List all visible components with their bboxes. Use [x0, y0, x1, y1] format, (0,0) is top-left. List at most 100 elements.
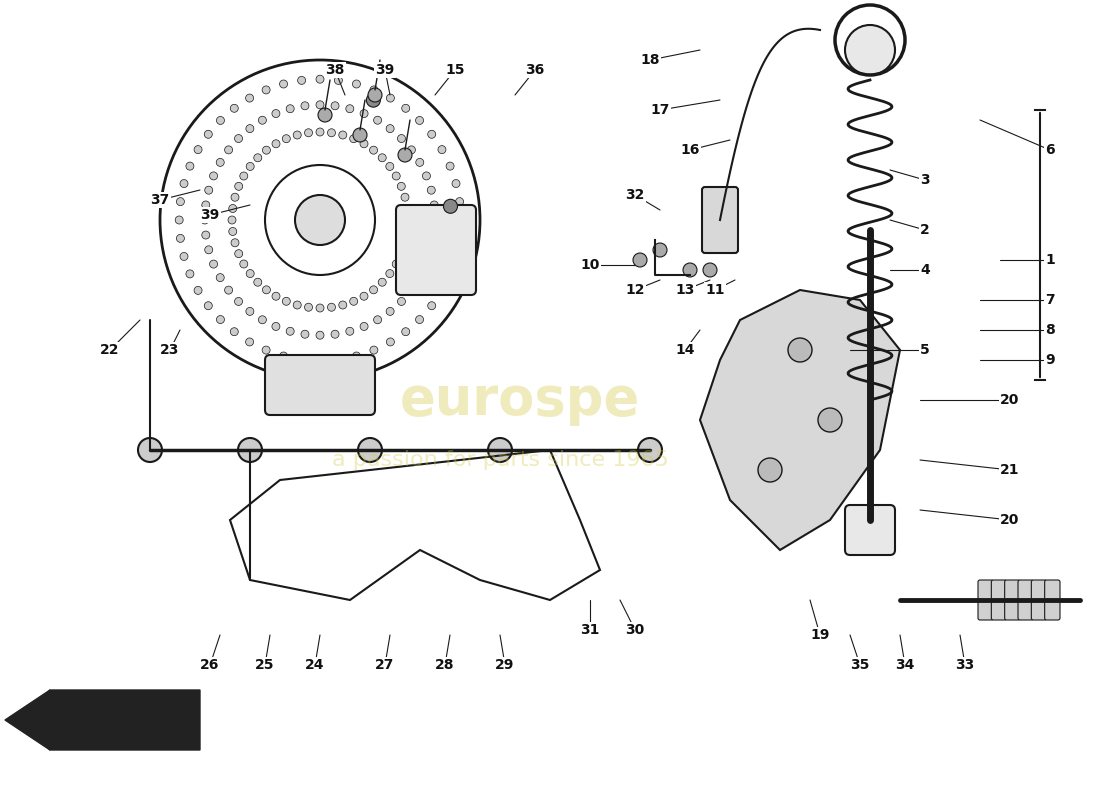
FancyBboxPatch shape	[1004, 580, 1020, 620]
Circle shape	[407, 286, 416, 294]
Circle shape	[283, 298, 290, 306]
Circle shape	[386, 307, 394, 315]
Text: 18: 18	[640, 53, 660, 67]
Text: 26: 26	[200, 658, 220, 672]
Circle shape	[443, 199, 458, 214]
Circle shape	[305, 303, 312, 311]
Circle shape	[339, 301, 346, 309]
Text: 7: 7	[1045, 293, 1055, 307]
Circle shape	[653, 243, 667, 257]
Circle shape	[350, 134, 358, 142]
Circle shape	[316, 75, 324, 83]
FancyBboxPatch shape	[702, 187, 738, 253]
Circle shape	[366, 93, 381, 107]
Circle shape	[374, 116, 382, 124]
Circle shape	[294, 131, 301, 139]
Circle shape	[298, 77, 306, 85]
Circle shape	[818, 408, 842, 432]
Circle shape	[201, 216, 209, 224]
Polygon shape	[6, 690, 50, 750]
Circle shape	[402, 104, 409, 112]
Circle shape	[175, 216, 184, 224]
Circle shape	[262, 86, 271, 94]
Circle shape	[345, 327, 354, 335]
Text: 37: 37	[151, 193, 169, 207]
Text: 13: 13	[675, 283, 695, 297]
Circle shape	[352, 352, 361, 360]
Circle shape	[353, 128, 367, 142]
Circle shape	[254, 278, 262, 286]
Text: 39: 39	[200, 208, 220, 222]
Circle shape	[758, 458, 782, 482]
Circle shape	[234, 182, 243, 190]
Circle shape	[404, 205, 411, 213]
Circle shape	[224, 286, 232, 294]
Circle shape	[217, 117, 224, 125]
Circle shape	[845, 25, 895, 75]
Circle shape	[263, 286, 271, 294]
Circle shape	[427, 186, 436, 194]
Circle shape	[210, 172, 218, 180]
Circle shape	[438, 286, 446, 294]
Text: 14: 14	[675, 343, 695, 357]
Text: 17: 17	[650, 103, 670, 117]
Circle shape	[370, 86, 378, 94]
Circle shape	[279, 80, 287, 88]
Circle shape	[386, 270, 394, 278]
Circle shape	[447, 162, 454, 170]
Circle shape	[438, 146, 446, 154]
Circle shape	[217, 274, 224, 282]
Text: 33: 33	[956, 658, 975, 672]
Circle shape	[176, 198, 185, 206]
FancyBboxPatch shape	[396, 205, 476, 295]
Circle shape	[272, 140, 280, 148]
Circle shape	[360, 110, 368, 118]
Circle shape	[194, 146, 202, 154]
Circle shape	[386, 125, 394, 133]
Circle shape	[180, 253, 188, 261]
Circle shape	[228, 216, 236, 224]
Circle shape	[456, 216, 465, 224]
Circle shape	[205, 246, 212, 254]
Circle shape	[301, 102, 309, 110]
Circle shape	[360, 292, 368, 300]
Text: 16: 16	[680, 143, 700, 157]
Circle shape	[352, 80, 361, 88]
Text: 15: 15	[446, 63, 464, 77]
Circle shape	[402, 328, 409, 336]
Circle shape	[258, 116, 266, 124]
Circle shape	[230, 328, 239, 336]
Circle shape	[234, 250, 243, 258]
Circle shape	[427, 246, 436, 254]
Circle shape	[334, 77, 342, 85]
Circle shape	[210, 260, 218, 268]
Circle shape	[231, 238, 239, 246]
Circle shape	[246, 307, 254, 315]
Circle shape	[455, 234, 463, 242]
Circle shape	[386, 338, 395, 346]
Text: 32: 32	[625, 188, 645, 202]
Circle shape	[397, 182, 405, 190]
Circle shape	[305, 129, 312, 137]
Text: 10: 10	[581, 258, 600, 272]
Circle shape	[350, 298, 358, 306]
Circle shape	[360, 322, 368, 330]
Circle shape	[402, 238, 409, 246]
Circle shape	[254, 154, 262, 162]
Circle shape	[262, 346, 271, 354]
Circle shape	[138, 438, 162, 462]
Text: 4: 4	[920, 263, 929, 277]
Circle shape	[328, 303, 336, 311]
Text: 1: 1	[1045, 253, 1055, 267]
Circle shape	[378, 154, 386, 162]
Circle shape	[246, 162, 254, 170]
Circle shape	[632, 253, 647, 267]
Circle shape	[488, 438, 512, 462]
Text: 35: 35	[850, 658, 870, 672]
Text: 8: 8	[1045, 323, 1055, 337]
Circle shape	[176, 234, 185, 242]
Circle shape	[316, 101, 324, 109]
Text: 5: 5	[920, 343, 929, 357]
Text: 3: 3	[921, 173, 929, 187]
Text: 20: 20	[1000, 513, 1020, 527]
